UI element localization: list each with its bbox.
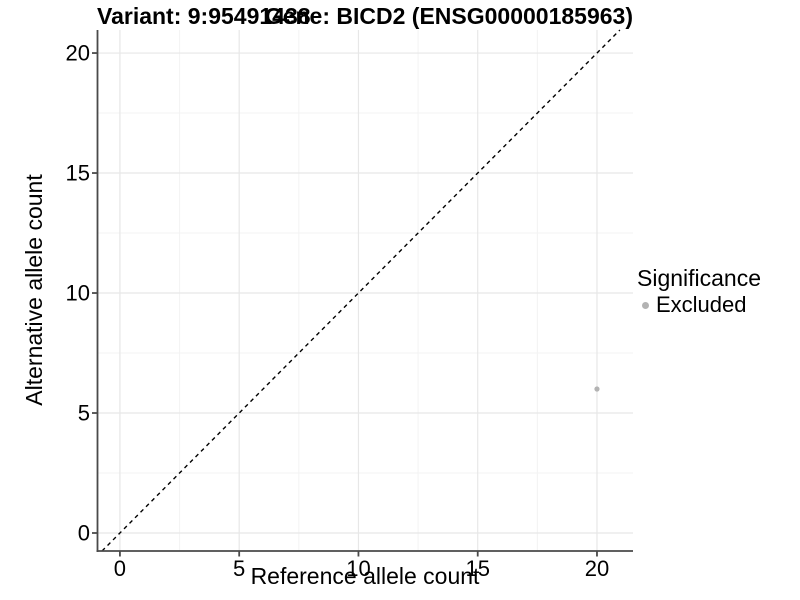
- plot-title-variant: Variant: 9:95491438: [97, 3, 311, 29]
- legend: Significance Excluded: [637, 266, 761, 318]
- x-tick-label: 0: [114, 556, 126, 581]
- excluded-point-icon: [637, 301, 656, 309]
- y-tick-label: 5: [78, 401, 90, 426]
- identity-line: [101, 29, 621, 552]
- legend-title: Significance: [637, 265, 762, 291]
- x-tick-label: 10: [346, 556, 370, 581]
- gray-dot-icon: [642, 301, 649, 309]
- x-axis-label: Reference allele count: [251, 563, 480, 589]
- chart-layer: 0 5 10 15 20 0 5 10 15 20: [66, 29, 633, 581]
- y-tick-label: 10: [66, 281, 90, 306]
- x-tick-label: 20: [585, 556, 609, 581]
- x-tick-label: 5: [233, 556, 245, 581]
- legend-item-label: Excluded: [656, 292, 747, 317]
- data-point-excluded: [594, 386, 600, 392]
- y-tick-label: 20: [66, 41, 90, 66]
- y-tick-label: 0: [78, 521, 90, 546]
- y-tick-label: 15: [66, 161, 90, 186]
- x-tick-label: 15: [465, 556, 489, 581]
- y-axis-label: Alternative allele count: [21, 174, 47, 406]
- legend-item-excluded: Excluded: [637, 292, 761, 318]
- plot-title-gene: Gene: BICD2 (ENSG00000185963): [264, 3, 633, 29]
